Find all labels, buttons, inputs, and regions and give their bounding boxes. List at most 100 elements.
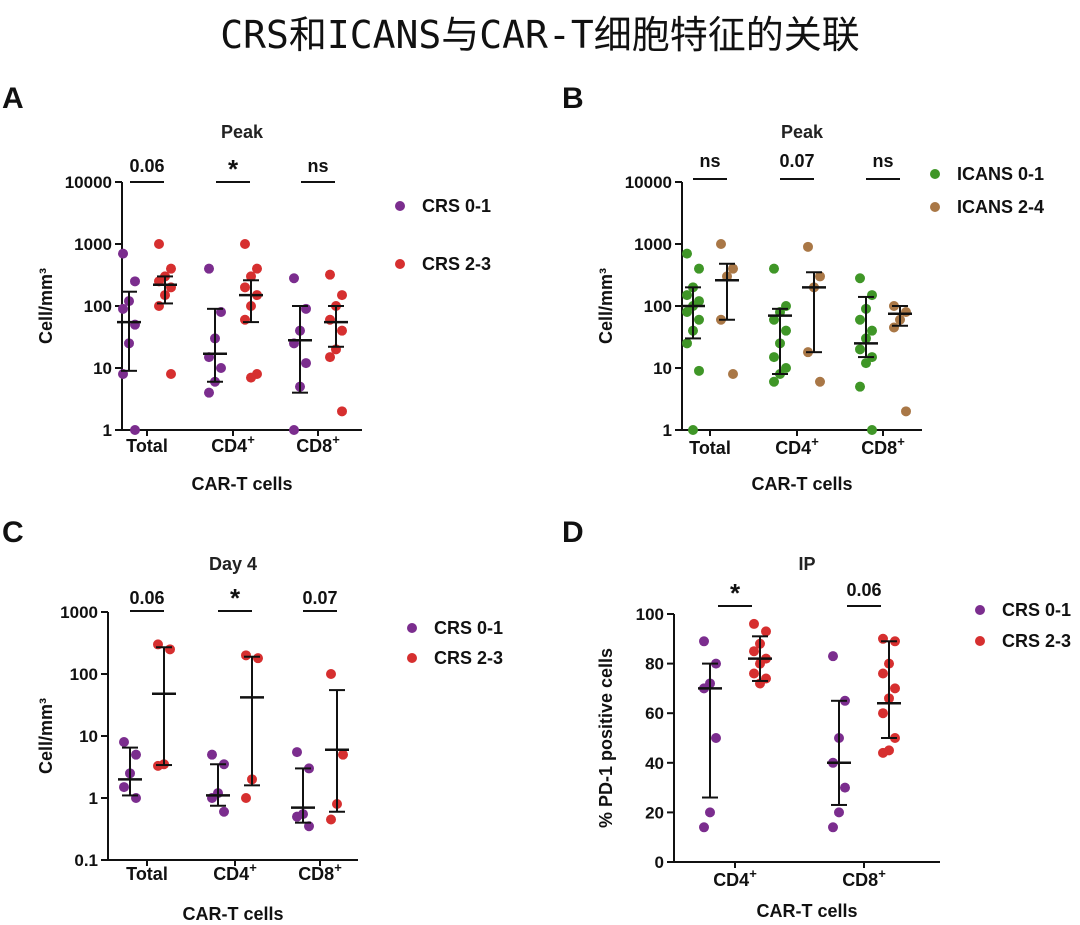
panel-a-legend-marker-0 bbox=[395, 201, 405, 211]
panel-d-s1-c0-point-6 bbox=[749, 668, 759, 679]
panel-b-s1-c0-point-1 bbox=[728, 263, 738, 274]
panel-c-category-0-name: Total bbox=[126, 864, 168, 884]
panel-c-s0-c0-point-3 bbox=[119, 782, 129, 793]
panel-b-s0-c1-point-6 bbox=[769, 352, 779, 363]
panel-d-s1-c1-point-4 bbox=[890, 683, 900, 694]
panel-b-s0-c2-point-1 bbox=[867, 290, 877, 301]
panel-c-s1-c1-point-1 bbox=[253, 653, 263, 664]
panel-c-legend-marker-0 bbox=[407, 623, 417, 633]
panel-a-category-1-name: CD4 bbox=[211, 436, 247, 456]
panel-a-s0-c0-point-7 bbox=[130, 425, 140, 435]
panel-a-ytick-label-2: 100 bbox=[84, 297, 112, 316]
panel-b-ytick-label-4: 10000 bbox=[625, 173, 672, 192]
panel-b-category-2-superscript: + bbox=[897, 434, 905, 449]
panel-b-s0-c0-point-1 bbox=[694, 263, 704, 274]
panel-b-ytick-label-2: 100 bbox=[644, 297, 672, 316]
panel-c-s0-c1-point-4 bbox=[219, 806, 229, 817]
panel-a-title: Peak bbox=[221, 122, 264, 142]
panel-d-ytick-label-0: 0 bbox=[655, 853, 664, 872]
panel-d-category-1: CD8+ bbox=[842, 866, 886, 890]
panel-a-category-2-name: CD8 bbox=[296, 436, 332, 456]
panel-a: A Peak 1 10 100 1000 10000 Cell/mm³ CAR-T cells T… bbox=[2, 82, 491, 494]
panel-d-title: IP bbox=[798, 554, 815, 574]
panel-c-sig-label-0: 0.06 bbox=[129, 588, 164, 608]
panel-a-s1-c2-point-7 bbox=[337, 406, 347, 417]
panel-d: D IP 0 20 40 60 80 100 % PD-1 positive cells CAR-… bbox=[562, 516, 1071, 921]
panel-d-category-0-name: CD4 bbox=[713, 870, 749, 890]
panel-a-s0-c1-point-0 bbox=[204, 263, 214, 274]
panel-b-s0-c1-point-4 bbox=[781, 325, 791, 336]
panel-a-s1-c1-point-0 bbox=[240, 239, 250, 249]
panel-c-legend-marker-1 bbox=[407, 653, 417, 663]
panel-d-s0-c0-point-0 bbox=[699, 636, 709, 647]
panel-b-ylabel: Cell/mm³ bbox=[596, 268, 616, 344]
panel-d-ytick-label-1: 20 bbox=[645, 803, 664, 822]
panel-c-legend-label-1: CRS 2-3 bbox=[434, 648, 503, 668]
panel-b-s1-c2-point-3 bbox=[889, 322, 899, 333]
panel-b-s1-c2-point-4 bbox=[901, 406, 911, 417]
panel-b-category-0: Total bbox=[689, 438, 731, 458]
panel-a-legend-label-0: CRS 0-1 bbox=[422, 196, 491, 216]
panel-c-s1-c2-point-3 bbox=[326, 814, 336, 825]
panel-c-s0-c2-point-0 bbox=[292, 747, 302, 758]
panel-a-ylabel: Cell/mm³ bbox=[36, 268, 56, 344]
panel-b-ytick-label-3: 1000 bbox=[634, 235, 672, 254]
panel-d-s1-c1-point-9 bbox=[878, 747, 888, 758]
panel-c-letter: C bbox=[2, 516, 24, 549]
panel-b-s0-c1-point-0 bbox=[769, 263, 779, 274]
panel-b-legend-label-1: ICANS 2-4 bbox=[957, 197, 1044, 217]
panel-a-s0-c2-point-0 bbox=[289, 273, 299, 284]
panel-a-category-1: CD4+ bbox=[211, 432, 255, 456]
panel-a-sig-label-2: ns bbox=[307, 156, 328, 176]
panel-a-category-2-superscript: + bbox=[332, 432, 340, 447]
panel-a-category-2: CD8+ bbox=[296, 432, 340, 456]
panel-a-s1-c0-point-1 bbox=[166, 263, 176, 274]
panel-d-category-0: CD4+ bbox=[713, 866, 757, 890]
panel-b-s0-c2-point-3 bbox=[855, 314, 865, 325]
panel-d-ylabel: % PD-1 positive cells bbox=[596, 648, 616, 828]
panel-b-s0-c2-point-6 bbox=[855, 344, 865, 355]
panel-b-category-1: CD4+ bbox=[775, 434, 819, 458]
panel-d-letter: D bbox=[562, 516, 584, 549]
panel-d-category-0-superscript: + bbox=[749, 866, 757, 881]
panel-b-legend-marker-1 bbox=[930, 202, 940, 212]
panel-c-s1-c0-point-1 bbox=[165, 644, 175, 655]
panel-c-s1-c2-point-0 bbox=[326, 669, 336, 679]
panel-b-xlabel: CAR-T cells bbox=[751, 474, 852, 494]
panel-c-ytick-label-1: 1 bbox=[89, 789, 98, 808]
panel-d-s1-c0-point-0 bbox=[749, 618, 759, 629]
panel-b-legend-label-0: ICANS 0-1 bbox=[957, 164, 1044, 184]
panel-c-title: Day 4 bbox=[209, 554, 257, 574]
panel-b-s0-c1-point-3 bbox=[769, 314, 779, 325]
panel-a-ytick-label-3: 1000 bbox=[74, 235, 112, 254]
panel-d-category-1-superscript: + bbox=[878, 866, 886, 881]
panel-c-s1-c1-point-0 bbox=[241, 650, 251, 661]
panel-a-s1-c2-point-4 bbox=[337, 325, 347, 336]
panel-b-s1-c1-point-0 bbox=[803, 241, 813, 252]
panel-b-s0-c1-point-9 bbox=[769, 376, 779, 387]
panel-c-category-2-superscript: + bbox=[334, 860, 342, 875]
panel-b-s0-c0-point-7 bbox=[694, 314, 704, 325]
panel-c-legend-label-0: CRS 0-1 bbox=[434, 618, 503, 638]
panel-b-s0-c0-point-10 bbox=[694, 365, 704, 376]
panel-a-s1-c1-point-3 bbox=[240, 282, 250, 293]
panel-a-s0-c2-point-6 bbox=[289, 425, 299, 435]
panel-d-ytick-label-3: 60 bbox=[645, 704, 664, 723]
panel-b-s0-c0-point-6 bbox=[682, 307, 692, 318]
panel-b-s0-c2-point-9 bbox=[855, 381, 865, 392]
panel-a-s1-c0-point-0 bbox=[154, 239, 164, 249]
panel-b-s0-c0-point-11 bbox=[688, 425, 698, 435]
panel-a-legend-marker-1 bbox=[395, 259, 405, 269]
panel-a-category-0: Total bbox=[126, 436, 168, 456]
panel-b-sig-label-2: ns bbox=[872, 151, 893, 171]
panel-d-legend-label-0: CRS 0-1 bbox=[1002, 600, 1071, 620]
panel-c-xlabel: CAR-T cells bbox=[182, 904, 283, 924]
panel-c-category-1-superscript: + bbox=[249, 860, 257, 875]
panel-c: C Day 4 0.1 1 10 100 1000 Cell/mm³ CAR-T cells To… bbox=[2, 516, 503, 924]
panel-c-sig-label-2: 0.07 bbox=[302, 588, 337, 608]
panel-a-ytick-label-4: 10000 bbox=[65, 173, 112, 192]
panel-c-category-2-name: CD8 bbox=[298, 864, 334, 884]
panel-d-s1-c0-point-3 bbox=[749, 646, 759, 657]
panel-b-category-1-name: CD4 bbox=[775, 438, 811, 458]
panel-d-s0-c1-point-6 bbox=[828, 822, 838, 833]
